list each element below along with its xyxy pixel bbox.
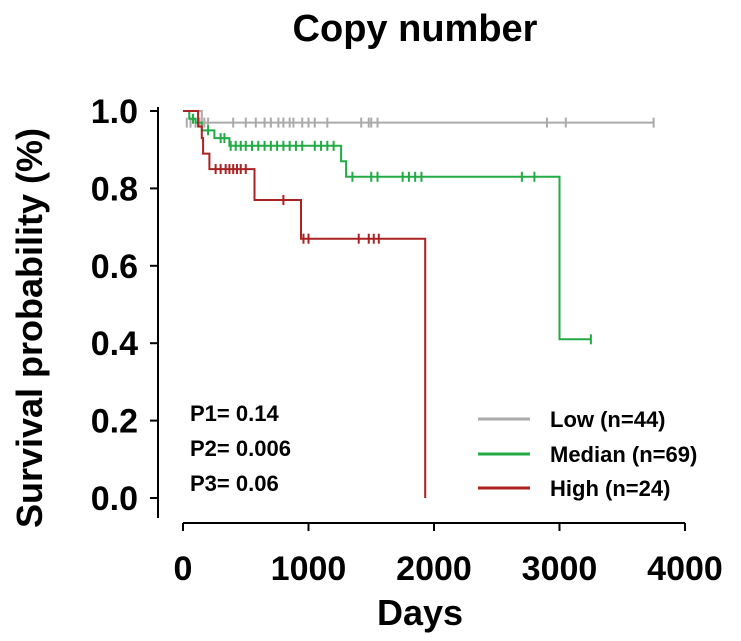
legend: Low (n=44) Median (n=69) High (n=24) xyxy=(478,407,697,501)
p2-annotation: P2= 0.006 xyxy=(190,436,291,461)
survival-curve-median xyxy=(183,110,591,341)
x-axis-title: Days xyxy=(377,592,463,633)
legend-label-median: Median (n=69) xyxy=(550,442,697,467)
x-tick-label: 4000 xyxy=(647,550,723,588)
y-axis-title: Survival probability (%) xyxy=(9,128,50,528)
legend-label-high: High (n=24) xyxy=(550,476,670,501)
x-tick-label: 3000 xyxy=(522,550,598,588)
survival-curve-low xyxy=(183,110,654,124)
y-tick-label: 0.2 xyxy=(91,403,138,441)
y-tick-label: 0.8 xyxy=(91,170,138,208)
x-tick-label: 2000 xyxy=(396,550,472,588)
survival-curves xyxy=(183,110,655,498)
y-tick-label: 0.0 xyxy=(91,480,138,518)
p1-annotation: P1= 0.14 xyxy=(190,401,279,426)
p3-annotation: P3= 0.06 xyxy=(190,471,279,496)
x-tick-label: 0 xyxy=(174,550,193,588)
legend-label-low: Low (n=44) xyxy=(550,407,666,432)
chart-title: Copy number xyxy=(293,8,538,50)
x-ticks: 0 1000 2000 3000 4000 xyxy=(174,523,723,588)
y-tick-label: 0.4 xyxy=(91,325,138,363)
p-value-annotations: P1= 0.14 P2= 0.006 P3= 0.06 xyxy=(190,401,291,496)
y-tick-label: 0.6 xyxy=(91,248,138,286)
x-tick-label: 1000 xyxy=(271,550,347,588)
y-tick-label: 1.0 xyxy=(91,93,138,131)
y-ticks: 0.0 0.2 0.4 0.6 0.8 1.0 xyxy=(91,93,158,518)
survival-curve-high xyxy=(183,110,427,498)
